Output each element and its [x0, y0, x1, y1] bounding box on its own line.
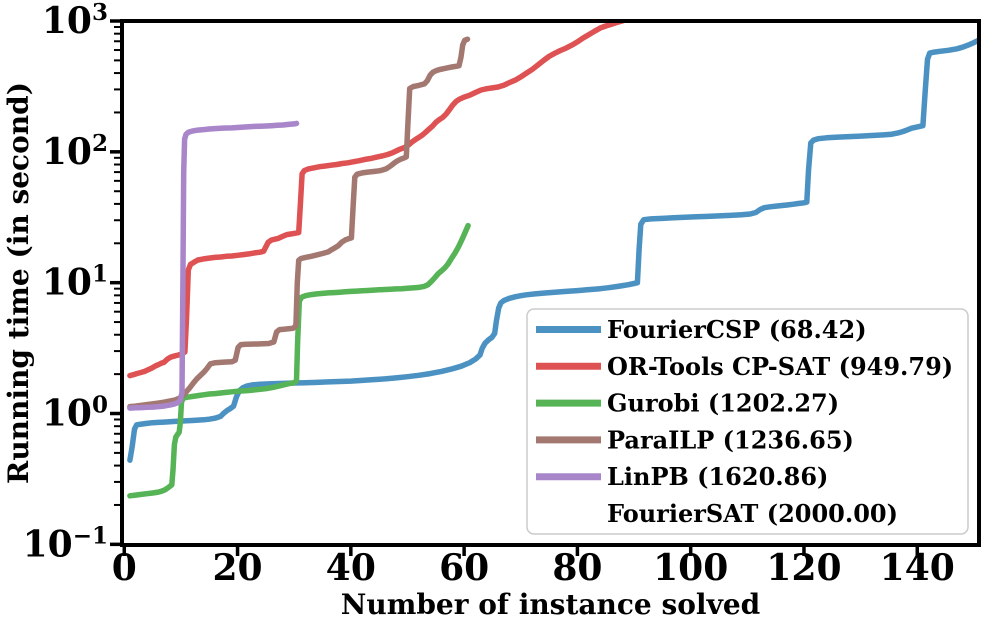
x-tick-label-60: 60	[439, 547, 489, 589]
y-tick-label-1e3: 103	[42, 0, 108, 42]
plot-border	[120, 19, 981, 547]
y-tick-label-1e1: 101	[42, 261, 108, 304]
x-tick-label-0: 0	[112, 547, 137, 589]
legend-label-OR-Tools-CP-SAT: OR-Tools CP-SAT (949.79)	[607, 352, 953, 381]
legend-label-FourierSAT: FourierSAT (2000.00)	[607, 499, 898, 528]
x-tick-label-40: 40	[326, 547, 376, 589]
series-line-OR-Tools-CP-SAT	[127, 21, 625, 379]
legend-box	[526, 308, 969, 535]
y-tick-label-1e-1: 10−1	[23, 522, 108, 565]
legend-label-FourierCSP: FourierCSP (68.42)	[607, 315, 867, 344]
series-line-FourierCSP	[127, 37, 979, 463]
y-tick-label-1e2: 102	[42, 130, 108, 173]
legend-label-Gurobi: Gurobi (1202.27)	[607, 389, 839, 418]
series-line-ParaILP	[127, 36, 471, 410]
x-tick-label-100: 100	[653, 547, 728, 589]
legend-label-ParaILP: ParaILP (1236.65)	[607, 425, 854, 454]
legend-label-LinPB: LinPB (1620.86)	[607, 462, 828, 491]
x-axis-title: Number of instance solved	[341, 588, 760, 621]
y-axis-title: Running time (in second)	[2, 82, 35, 484]
x-tick-label-140: 140	[880, 547, 955, 589]
x-tick-label-120: 120	[766, 547, 841, 589]
x-tick-label-80: 80	[552, 547, 602, 589]
series-line-LinPB	[127, 120, 300, 411]
series-line-Gurobi	[127, 222, 471, 499]
y-tick-label-1e0: 100	[42, 392, 108, 435]
x-tick-label-20: 20	[212, 547, 262, 589]
